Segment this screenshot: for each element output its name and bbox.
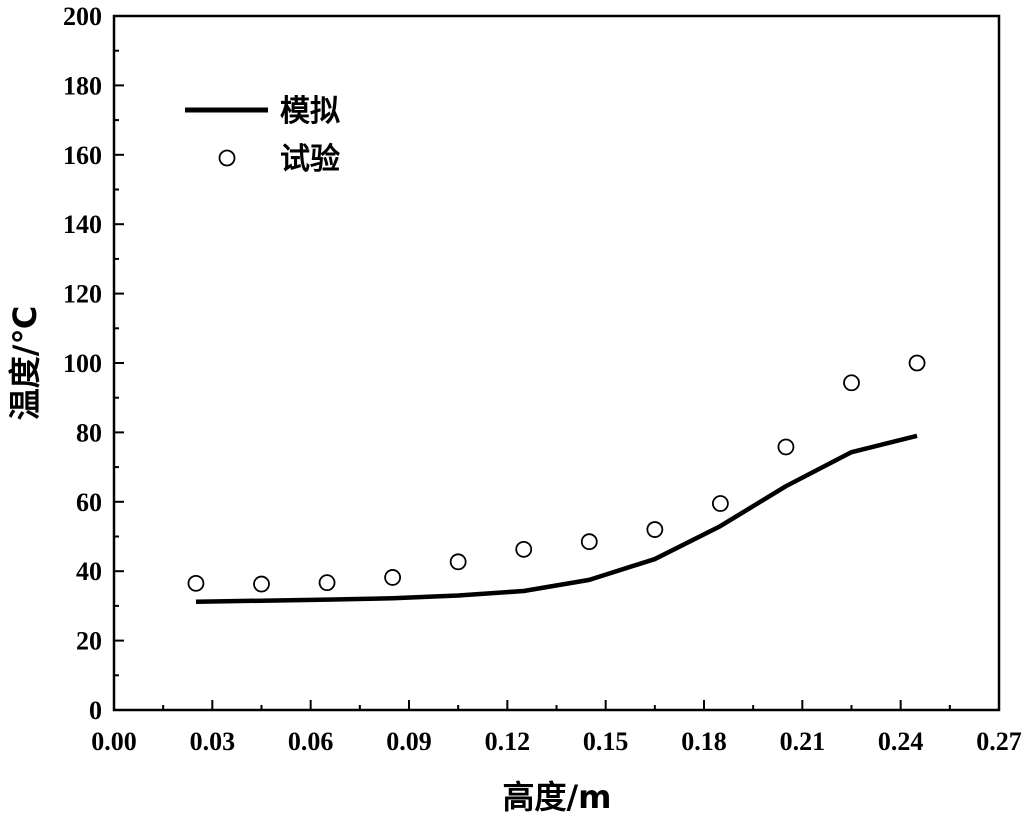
- x-tick-label: 0.12: [485, 727, 531, 756]
- x-tick-label: 0.00: [91, 727, 137, 756]
- y-axis-label: 温度/℃: [6, 306, 44, 420]
- data-point-experiment: [384, 569, 402, 586]
- y-tick-label: 100: [63, 349, 102, 378]
- series-line-simulation: [195, 433, 918, 604]
- data-point-experiment: [253, 575, 270, 593]
- x-tick-label: 0.03: [190, 727, 236, 756]
- x-tick-label: 0.09: [386, 727, 432, 756]
- y-tick-label: 140: [63, 210, 102, 239]
- y-tick-label: 160: [63, 141, 102, 170]
- data-point-experiment: [580, 533, 598, 551]
- data-point-experiment: [449, 553, 467, 571]
- x-axis-label: 高度/m: [502, 778, 611, 816]
- data-point-experiment: [646, 521, 664, 538]
- y-tick-label: 180: [63, 71, 102, 100]
- legend-label-experiment: 试验: [280, 142, 340, 177]
- data-point-experiment: [777, 438, 795, 456]
- x-tick-label: 0.21: [780, 727, 826, 756]
- y-tick-label: 20: [76, 627, 102, 656]
- legend-label-simulation: 模拟: [280, 94, 340, 129]
- data-point-experiment: [711, 495, 729, 512]
- data-point-experiment: [515, 540, 533, 558]
- legend-marker-swatch: [218, 149, 236, 167]
- y-tick-label: 80: [76, 418, 102, 447]
- y-tick-label: 60: [76, 488, 102, 517]
- x-tick-label: 0.18: [681, 727, 727, 756]
- y-axis-ticks: 0 20 40 60 80 100 120 140 160 180 200: [63, 2, 124, 725]
- plot-frame: [112, 14, 1001, 712]
- y-tick-label: 0: [89, 696, 102, 725]
- x-tick-label: 0.15: [583, 727, 629, 756]
- data-point-experiment: [318, 574, 336, 592]
- x-axis-ticks: 0.00 0.03 0.06 0.09 0.12 0.15 0.18 0.21 0.24 0.27: [91, 700, 1022, 756]
- data-point-experiment: [908, 354, 926, 372]
- x-tick-label: 0.24: [878, 727, 924, 756]
- x-tick-label: 0.27: [976, 727, 1022, 756]
- data-point-experiment: [187, 574, 205, 592]
- x-tick-label: 0.06: [288, 727, 334, 756]
- y-tick-label: 200: [63, 2, 102, 31]
- legend: 模拟 试验: [185, 94, 340, 177]
- data-point-experiment: [843, 374, 860, 392]
- y-tick-label: 120: [63, 280, 102, 309]
- series-layer: [187, 354, 926, 604]
- y-tick-label: 40: [76, 557, 102, 586]
